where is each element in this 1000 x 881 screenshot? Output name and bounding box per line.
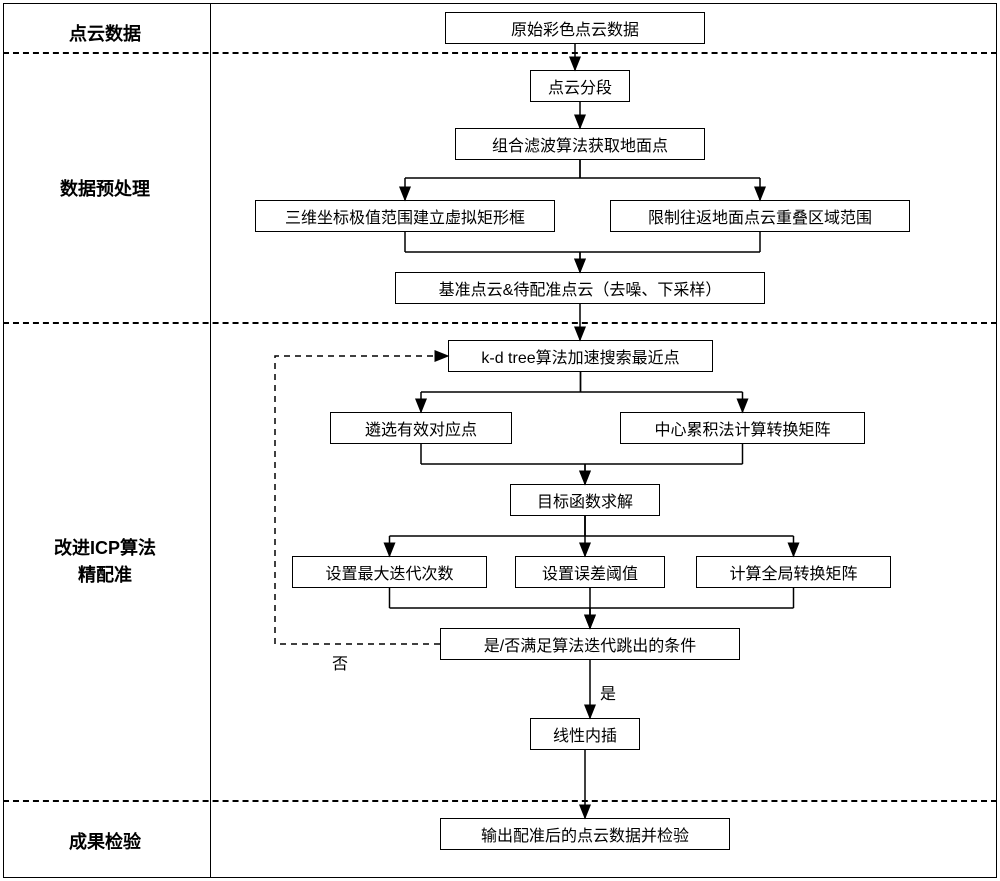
node-label: 三维坐标极值范围建立虚拟矩形框 <box>285 204 525 228</box>
node-label: 是/否满足算法迭代跳出的条件 <box>484 632 696 656</box>
node-3d-bbox: 三维坐标极值范围建立虚拟矩形框 <box>255 200 555 232</box>
node-label: 组合滤波算法获取地面点 <box>492 132 668 156</box>
node-exit-condition: 是/否满足算法迭代跳出的条件 <box>440 628 740 660</box>
node-label: 限制往返地面点云重叠区域范围 <box>648 204 872 228</box>
node-label: 原始彩色点云数据 <box>511 16 639 40</box>
section-label-4: 成果检验 <box>10 828 200 854</box>
section-divider-1 <box>3 52 997 54</box>
node-error-thresh: 设置误差阈值 <box>515 556 665 588</box>
node-denoise-downsample: 基准点云&待配准点云（去噪、下采样） <box>395 272 765 304</box>
node-segmentation: 点云分段 <box>530 70 630 102</box>
node-label: 中心累积法计算转换矩阵 <box>654 416 830 440</box>
node-label: 基准点云&待配准点云（去噪、下采样） <box>439 276 722 300</box>
node-label: 遴选有效对应点 <box>365 416 477 440</box>
node-objective: 目标函数求解 <box>510 484 660 516</box>
node-centroid-matrix: 中心累积法计算转换矩阵 <box>620 412 865 444</box>
node-global-matrix: 计算全局转换矩阵 <box>696 556 891 588</box>
node-label: 设置最大迭代次数 <box>325 560 453 584</box>
node-filter-ground: 组合滤波算法获取地面点 <box>455 128 705 160</box>
node-label: 计算全局转换矩阵 <box>729 560 857 584</box>
edge-label-no: 否 <box>330 650 350 674</box>
section-divider-3 <box>3 800 997 802</box>
node-label: 设置误差阈值 <box>542 560 638 584</box>
node-label: 目标函数求解 <box>537 488 633 512</box>
node-linear-interp: 线性内插 <box>530 718 640 750</box>
node-output-verify: 输出配准后的点云数据并检验 <box>440 818 730 850</box>
node-kdtree: k-d tree算法加速搜索最近点 <box>448 340 713 372</box>
section-label-1: 点云数据 <box>10 20 200 46</box>
node-overlap-limit: 限制往返地面点云重叠区域范围 <box>610 200 910 232</box>
node-label: 线性内插 <box>553 722 617 746</box>
node-max-iter: 设置最大迭代次数 <box>292 556 487 588</box>
node-select-corresp: 遴选有效对应点 <box>330 412 512 444</box>
section-label-2: 数据预处理 <box>10 175 200 201</box>
sidebar-divider <box>210 3 211 878</box>
node-label: 输出配准后的点云数据并检验 <box>481 822 689 846</box>
node-label: k-d tree算法加速搜索最近点 <box>481 344 679 368</box>
edge-label-yes: 是 <box>598 680 618 704</box>
section-label-3: 改进ICP算法 精配准 <box>10 535 200 589</box>
node-label: 点云分段 <box>548 74 612 98</box>
node-raw-data: 原始彩色点云数据 <box>445 12 705 44</box>
section-divider-2 <box>3 322 997 324</box>
